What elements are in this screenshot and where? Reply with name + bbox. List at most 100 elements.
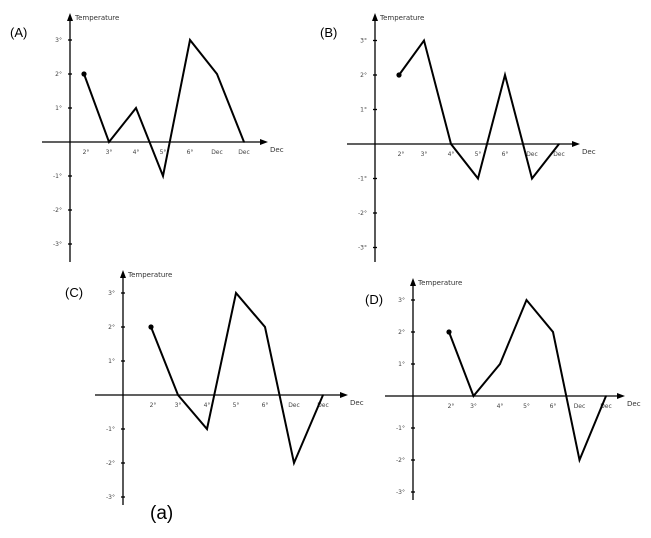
chart-panel-2: (B) Temperature Dec 3° 2° 1° -1° -2° -3° 2° 3° 4° 5°… [320,13,596,262]
y-axis-title: Temperature [74,14,119,22]
y-tick-label: 1° [398,361,405,368]
y-tick-label: 1° [108,358,115,365]
y-tick-label: -2° [396,457,405,464]
data-point [243,141,245,143]
y-axis-arrow [410,278,416,286]
x-tick-label: 4° [204,402,211,409]
start-point [148,324,154,330]
y-tick-label: -1° [53,173,62,180]
x-tick-label: 2° [448,403,455,410]
y-tick-label: 1° [360,107,367,114]
data-point [504,74,506,76]
data-point [216,73,218,75]
x-tick-label: 3° [175,402,182,409]
y-tick-label: 2° [108,324,115,331]
data-point [135,107,137,109]
x-tick-label: 6° [550,403,557,410]
x-tick-label: 2° [150,402,157,409]
panel-label: (B) [320,25,337,40]
panel-label: (C) [65,285,83,300]
data-point [235,292,237,294]
x-tick-label: Dec [317,402,329,409]
series-line [448,298,607,464]
x-tick-label: 5° [475,151,482,158]
data-point [206,428,208,430]
data-point [578,459,581,461]
y-axis-title: Temperature [417,279,462,287]
series-line [150,290,324,467]
y-tick-label: 2° [55,71,62,78]
data-point [472,395,475,397]
x-tick-label: Dec [574,403,586,410]
x-tick-label: 4° [133,149,140,156]
y-tick-label: -1° [358,176,367,183]
data-point [177,394,179,396]
y-axis-title: Temperature [127,271,172,279]
x-tick-label: Dec [553,151,565,158]
data-point [477,177,479,180]
y-tick-label: 3° [55,37,62,44]
start-point [81,71,87,77]
data-point [264,326,266,328]
x-tick-label: Dec [526,151,538,158]
data-point [423,39,425,42]
x-tick-label: 5° [160,149,167,156]
y-tick-label: 2° [360,72,367,79]
y-axis-arrow [372,13,378,21]
data-point [450,143,452,145]
x-axis-title: Dec [350,399,364,407]
data-point [162,175,164,177]
x-tick-label: 2° [398,151,405,158]
x-tick-label: 3° [106,149,113,156]
panel-label: (A) [10,25,27,40]
x-axis-arrow [572,141,580,147]
x-axis-title: Dec [627,400,641,408]
y-tick-label: -3° [358,245,367,252]
data-point [552,331,554,333]
y-tick-label: -3° [106,494,115,501]
y-tick-label: -3° [53,241,62,248]
x-axis-arrow [617,393,625,399]
x-axis-title: Dec [270,146,284,154]
y-tick-label: 3° [108,290,115,297]
x-tick-label: 4° [497,403,504,410]
x-tick-label: 2° [83,149,90,156]
x-tick-label: 6° [262,402,269,409]
x-tick-label: Dec [238,149,250,156]
y-tick-label: -3° [396,489,405,496]
y-tick-label: -2° [106,460,115,467]
data-point [558,143,560,145]
x-tick-label: Dec [288,402,300,409]
x-axis-title: Dec [582,148,596,156]
x-tick-label: 4° [448,151,455,158]
x-tick-label: Dec [600,403,612,410]
y-tick-label: 3° [398,297,405,304]
x-axis-arrow [340,392,348,398]
y-tick-label: 2° [398,329,405,336]
y-tick-label: -1° [106,426,115,433]
y-tick-label: 1° [55,105,62,112]
chart-panel-3: (C) Temperature Dec 3° 2° 1° -1° -2° -3° 2° 3° 4° 5°… [65,270,364,505]
y-tick-label: -2° [53,207,62,214]
y-tick-label: 3° [360,38,367,45]
data-point [108,141,110,143]
data-point [499,363,501,365]
y-axis-arrow [120,270,126,278]
x-tick-label: 6° [187,149,194,156]
y-tick-label: -1° [396,425,405,432]
figure-caption: (a) [150,503,174,524]
data-point [605,395,607,397]
panel-label: (D) [365,292,383,307]
y-axis-arrow [67,13,73,21]
start-point [396,72,402,78]
x-tick-label: 5° [523,403,530,410]
x-axis-arrow [260,139,268,145]
x-tick-label: 3° [421,151,428,158]
chart-panel-4: (D) Temperature Dec 3° 2° 1° -1° -2° -3° 2° 3° 4° 5°… [365,278,641,500]
chart-panel-1: (A) Temperature Dec 3° 2° 1° -1° -2° -3° 2° 3° 4° 5°… [10,13,284,262]
data-point [525,299,528,301]
x-tick-label: 5° [233,402,240,409]
data-point [189,39,191,41]
x-tick-label: 3° [470,403,477,410]
